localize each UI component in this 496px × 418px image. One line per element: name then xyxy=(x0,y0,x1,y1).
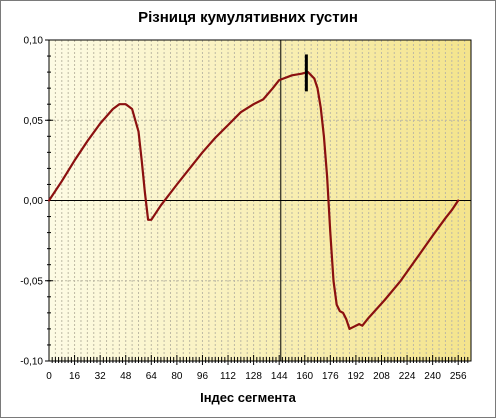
x-tick-label: 48 xyxy=(120,371,132,382)
data-point xyxy=(367,316,370,319)
data-point xyxy=(326,175,328,178)
data-point xyxy=(99,122,101,125)
data-point xyxy=(342,312,344,314)
data-point xyxy=(271,87,274,89)
x-tick-label: 128 xyxy=(245,371,262,382)
data-point xyxy=(339,310,341,313)
data-point xyxy=(112,108,114,110)
chart-title: Різниця кумулятивних густин xyxy=(138,9,358,26)
data-point xyxy=(313,77,316,80)
x-tick-label: 160 xyxy=(296,371,313,382)
data-point xyxy=(431,235,434,237)
data-point xyxy=(48,199,50,202)
y-tick-label: -0,10 xyxy=(20,357,43,368)
data-point xyxy=(137,130,140,133)
data-point xyxy=(60,180,63,183)
data-point xyxy=(415,257,418,260)
data-point xyxy=(335,304,338,306)
data-point xyxy=(451,209,453,211)
x-tick-label: 176 xyxy=(322,371,339,382)
data-point xyxy=(383,299,386,301)
data-point xyxy=(240,111,242,114)
x-tick-label: 64 xyxy=(146,371,158,382)
data-point xyxy=(201,151,204,154)
data-point xyxy=(329,231,332,234)
x-tick-label: 256 xyxy=(450,371,467,382)
data-point xyxy=(345,318,348,321)
x-tick-label: 80 xyxy=(171,371,183,382)
data-point xyxy=(73,159,76,162)
y-tick-label: -0,05 xyxy=(20,276,43,287)
data-point xyxy=(319,106,322,109)
x-axis-label: Індес сегмента xyxy=(200,390,296,405)
x-tick-label: 240 xyxy=(424,371,441,382)
data-point xyxy=(144,191,146,194)
data-point xyxy=(300,72,303,75)
x-tick-label: 32 xyxy=(95,371,107,382)
ticks xyxy=(45,39,469,365)
y-tick-label: 0,05 xyxy=(24,116,44,127)
data-point xyxy=(278,79,280,81)
data-point xyxy=(118,103,121,105)
x-tick-label: 144 xyxy=(271,371,288,382)
data-point xyxy=(444,217,447,219)
x-tick-label: 192 xyxy=(348,371,365,382)
data-point xyxy=(399,279,402,282)
data-point xyxy=(227,124,229,126)
data-point xyxy=(160,204,162,207)
data-point xyxy=(176,183,178,186)
x-tick-label: 96 xyxy=(197,371,209,382)
data-point xyxy=(358,323,360,325)
data-point xyxy=(323,135,325,138)
data-point xyxy=(252,103,255,105)
data-point xyxy=(140,159,143,162)
data-point xyxy=(214,137,217,139)
data-point xyxy=(351,326,354,329)
data-point xyxy=(147,218,149,221)
data-point xyxy=(86,140,89,142)
data-point xyxy=(348,328,351,330)
x-tick-label: 208 xyxy=(373,371,390,382)
y-tick-label: 0,10 xyxy=(24,36,44,47)
data-point xyxy=(150,218,153,221)
data-point xyxy=(332,279,335,282)
y-tick-label: 0,00 xyxy=(24,196,44,207)
series-group xyxy=(47,54,460,330)
data-point xyxy=(262,98,264,101)
x-tick-label: 224 xyxy=(399,371,416,382)
data-point xyxy=(291,74,293,77)
x-tick-label: 0 xyxy=(46,371,52,382)
data-point xyxy=(131,108,133,110)
data-point xyxy=(361,324,364,327)
data-point xyxy=(457,199,460,202)
data-point xyxy=(316,87,319,89)
x-tick-label: 112 xyxy=(220,371,236,382)
tick-labels: 0 16 32 48 64 80 96 112 128 144 160 176 192 208 224 240… xyxy=(20,36,467,383)
x-tick-label: 16 xyxy=(69,371,81,382)
data-point xyxy=(124,103,127,105)
